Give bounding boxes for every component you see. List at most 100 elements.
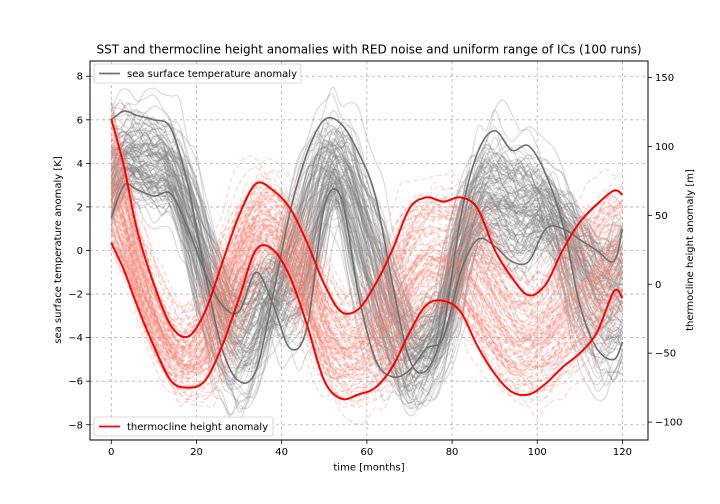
ensemble-run-line [110,212,623,379]
ensemble-run-line [110,221,623,356]
x-tick-label: 80 [446,447,459,458]
ensemble-run-line [110,134,623,404]
ensemble-run-line [110,227,623,369]
ensemble-run-line [110,213,623,377]
ensemble-run-line [110,101,623,373]
ensemble-run-line [110,166,623,371]
ensemble-run-line [110,143,623,328]
ensemble-run-line [110,144,624,349]
ensemble-run-line [110,170,623,351]
ensemble-run-line [110,154,623,317]
ensemble-run-line [110,101,623,410]
ensemble-run-line [110,142,623,360]
ensemble-run-line [111,141,623,397]
ensemble-run-line [110,86,623,363]
legend-sst-box [93,63,302,84]
ensemble-run-line [110,157,623,382]
ensemble-run-line [110,185,624,389]
y-axis-right: 150 100 50 0 −50 −100 [648,73,682,429]
ensemble-run-line [111,131,624,409]
y-right-tick-label: 50 [655,211,668,222]
ensemble-run-line [110,160,623,352]
ensemble-run-line [110,101,623,363]
ensemble-run-line [110,198,623,359]
x-tick-label: 0 [108,447,114,458]
ensemble-run-line [110,150,623,386]
ensemble-run-line [110,194,623,410]
ensemble-run-line [110,146,623,377]
ensemble-run-line [110,166,623,392]
ensemble-run-line [110,112,623,328]
ensemble-run-line [110,217,623,375]
ensemble-run-line [110,199,623,381]
ensemble-run-line [110,178,623,314]
ensemble-run-line [110,178,624,368]
legend-thermocline-box [93,416,274,437]
ensemble-run-line [110,241,623,407]
ensemble-run-line [110,147,623,320]
ensemble-run-line [110,151,623,319]
ensemble-run-line [110,153,623,352]
ensemble-run-line [110,219,623,375]
ensemble-run-line [110,189,624,358]
ensemble-run-line [110,200,623,358]
ensemble-run-line [110,227,623,425]
y-left-tick-label: −4 [68,333,83,344]
ensemble-run-line [110,178,623,313]
ensemble-run-line [110,168,623,333]
ensemble-run-line [110,173,623,341]
ensemble-run-line [110,111,623,416]
ensemble-run-line [110,164,623,366]
ensemble-run-line [110,192,623,352]
ensemble-run-line [111,168,623,342]
ensemble-run-line [110,162,623,355]
ensemble-run-line [110,243,623,371]
y-left-tick-label: −2 [68,290,83,301]
ensemble-run-line [110,243,623,378]
ensemble-run-line [110,212,624,405]
ensemble-run-line [110,125,623,368]
ensemble-run-line [110,188,623,376]
ensemble-run-line [110,182,623,364]
ensemble-run-line [110,127,623,345]
y-left-tick-label: 0 [77,246,83,257]
ensemble-run-line [110,105,623,366]
ensemble-run-line [110,214,623,359]
x-tick-label: 20 [190,447,203,458]
ensemble-run-line [110,210,623,373]
ensemble-run-line [110,183,623,376]
ensemble-run-line [110,168,623,335]
thermocline-highlight-line-1 [110,118,624,339]
ensemble-run-line [111,147,623,396]
ensemble-run-line [111,134,623,318]
ensemble-run-line [111,106,623,416]
ensemble-run-line [110,193,623,356]
ensemble-run-line [110,209,623,393]
y-axis-right-label: thermocline height anomaly [m] [685,169,696,331]
ensemble-run-line [110,177,623,361]
ensemble-run-line [111,146,623,370]
y-right-tick-label: 100 [655,142,674,153]
ensemble-run-line [110,174,623,369]
ensemble-run-line [110,126,623,353]
ensemble-run-line [110,233,623,379]
ensemble-run-line [110,199,623,358]
x-tick-label: 120 [613,447,632,458]
ensemble-run-line [110,164,623,376]
sst-highlight-line-1 [110,110,624,384]
ensemble-run-line [110,224,623,371]
ensemble-run-line [110,230,624,381]
ensemble-run-line [110,179,623,325]
ensemble-run-line [110,144,623,354]
ensemble-run-line [110,192,623,371]
y-axis-left-label: sea surface temperature anomaly [K] [53,156,64,344]
ensemble-run-line [110,225,623,387]
ensemble-run-line [110,148,623,350]
ensemble-run-line [110,164,623,333]
y-left-tick-label: −6 [68,377,83,388]
legend-sst: sea surface temperature anomaly [93,63,302,84]
ensemble-run-line [110,165,623,312]
highlighted-runs [110,110,624,401]
ensemble-run-line [110,214,623,401]
